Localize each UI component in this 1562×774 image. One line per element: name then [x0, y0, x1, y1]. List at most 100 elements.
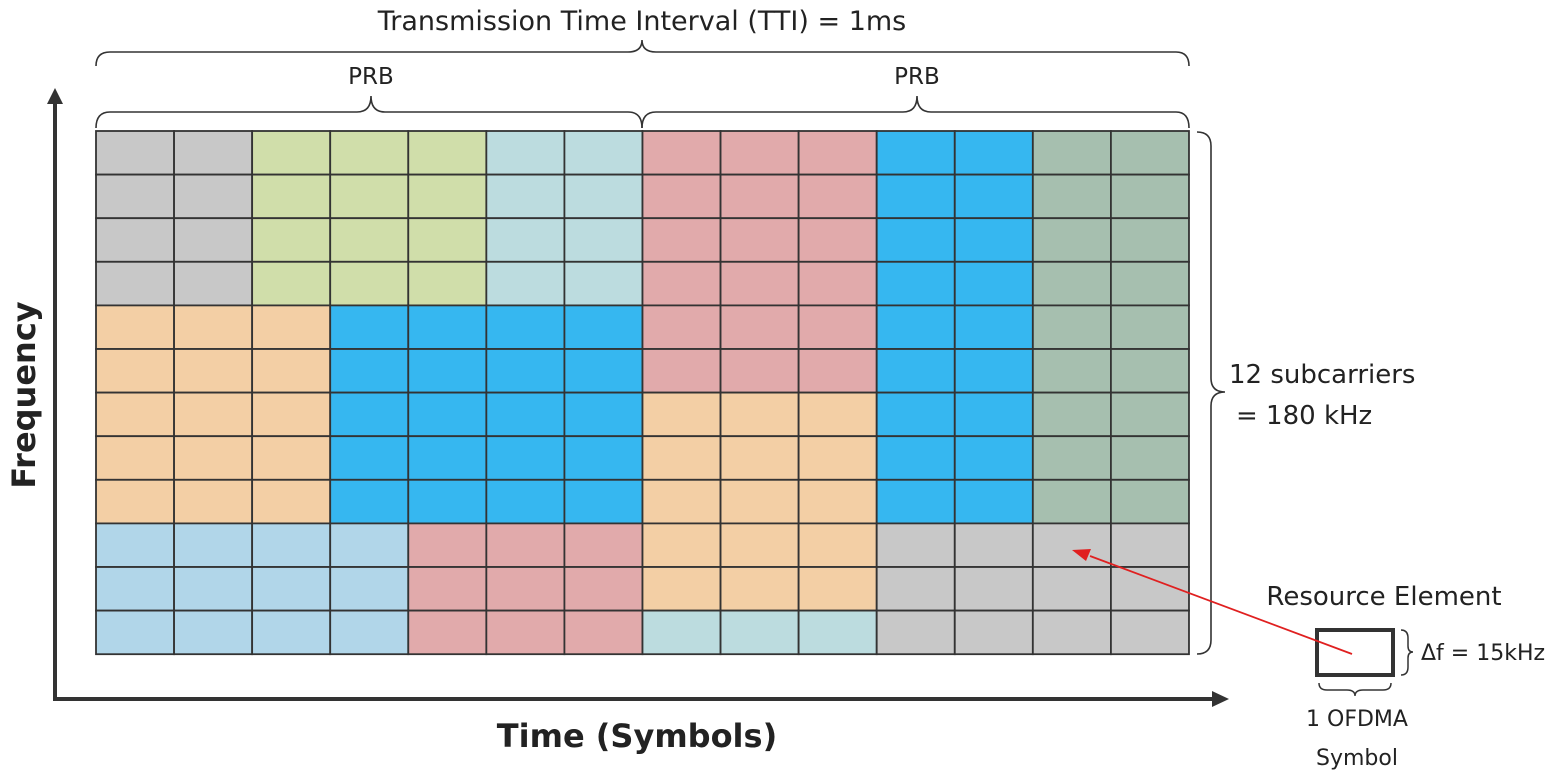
grid-cell-r9-c0: [95, 522, 175, 568]
grid-cell-r0-c2: [251, 130, 332, 176]
grid-cell-r3-c10: [875, 260, 956, 307]
grid-cell-r11-c3: [329, 609, 410, 656]
grid-cell-r1-c4: [407, 173, 488, 220]
resource-grid: [95, 130, 1190, 656]
grid-cell-r6-c3: [329, 391, 410, 438]
grid-cell-r4-c10: [875, 304, 956, 350]
grid-cell-r5-c8: [719, 348, 800, 394]
grid-cell-r3-c11: [953, 260, 1034, 307]
grid-cell-r2-c7: [641, 217, 722, 263]
grid-cell-r4-c3: [329, 304, 410, 350]
grid-cell-r9-c10: [875, 522, 956, 568]
grid-cell-r10-c12: [1031, 566, 1112, 612]
grid-cell-r4-c7: [641, 304, 722, 350]
ofdma-label-line1: 1 OFDMA: [1306, 707, 1408, 732]
grid-cell-r3-c8: [719, 260, 800, 307]
grid-cell-r6-c8: [719, 391, 800, 438]
grid-cell-r7-c1: [173, 435, 254, 481]
grid-cell-r6-c4: [407, 391, 488, 438]
grid-cell-r11-c13: [1110, 609, 1190, 656]
grid-cell-r7-c13: [1110, 435, 1190, 481]
grid-cell-r0-c10: [875, 130, 956, 176]
y-axis-arrowhead: [47, 88, 63, 104]
grid-cell-r4-c8: [719, 304, 800, 350]
grid-cell-r1-c3: [329, 173, 410, 220]
grid-cell-r8-c5: [485, 478, 566, 525]
pointer-arrow-line: [1089, 555, 1353, 655]
grid-cell-r4-c2: [251, 304, 332, 350]
grid-cell-r3-c13: [1110, 260, 1190, 307]
grid-cell-r0-c5: [485, 130, 566, 176]
grid-cell-r4-c0: [95, 304, 175, 350]
grid-cell-r8-c7: [641, 478, 722, 525]
grid-cell-r9-c11: [953, 522, 1034, 568]
grid-cell-r1-c6: [563, 173, 644, 220]
grid-cell-r11-c11: [953, 609, 1034, 656]
grid-cell-r8-c11: [953, 478, 1034, 525]
grid-cell-r10-c6: [563, 566, 644, 612]
grid-cell-r0-c11: [953, 130, 1034, 176]
grid-cell-r5-c7: [641, 348, 722, 394]
grid-cell-r8-c8: [719, 478, 800, 525]
grid-cell-r2-c10: [875, 217, 956, 263]
grid-cell-r3-c9: [797, 260, 878, 307]
grid-cell-r1-c9: [797, 173, 878, 220]
grid-cell-r2-c3: [329, 217, 410, 263]
grid-cell-r10-c10: [875, 566, 956, 612]
grid-cell-r0-c0: [95, 130, 175, 176]
grid-cell-r2-c13: [1110, 217, 1190, 263]
grid-cell-r5-c2: [251, 348, 332, 394]
grid-cell-r7-c8: [719, 435, 800, 481]
grid-cell-r3-c1: [173, 260, 254, 307]
prb-brace-right: [641, 95, 1190, 129]
grid-cell-r9-c1: [173, 522, 254, 568]
grid-cell-r3-c3: [329, 260, 410, 307]
grid-cell-r8-c2: [251, 478, 332, 525]
grid-cell-r2-c11: [953, 217, 1034, 263]
grid-cell-r3-c5: [485, 260, 566, 307]
grid-cell-r7-c10: [875, 435, 956, 481]
grid-cell-r10-c0: [95, 566, 175, 612]
grid-cell-r9-c12: [1031, 522, 1112, 568]
grid-cell-r11-c1: [173, 609, 254, 656]
grid-cell-r10-c2: [251, 566, 332, 612]
grid-cell-r0-c13: [1110, 130, 1190, 176]
grid-cell-r10-c3: [329, 566, 410, 612]
grid-cell-r7-c3: [329, 435, 410, 481]
grid-cell-r8-c13: [1110, 478, 1190, 525]
ofdma-label-line2: Symbol: [1316, 746, 1398, 771]
y-axis-label: Frequency: [5, 301, 43, 488]
delta-f-brace: [1400, 629, 1414, 676]
grid-cell-r5-c10: [875, 348, 956, 394]
grid-cell-r6-c5: [485, 391, 566, 438]
grid-cell-r5-c3: [329, 348, 410, 394]
grid-cell-r1-c13: [1110, 173, 1190, 220]
grid-cell-r0-c12: [1031, 130, 1112, 176]
grid-cell-r2-c1: [173, 217, 254, 263]
subcarriers-label-line2: = 180 kHz: [1236, 401, 1372, 431]
grid-cell-r8-c10: [875, 478, 956, 525]
grid-cell-r0-c1: [173, 130, 254, 176]
grid-cell-r3-c6: [563, 260, 644, 307]
grid-cell-r1-c5: [485, 173, 566, 220]
x-axis-arrowhead: [1212, 691, 1229, 707]
grid-cell-r10-c7: [641, 566, 722, 612]
grid-cell-r6-c0: [95, 391, 175, 438]
grid-cell-r7-c12: [1031, 435, 1112, 481]
grid-cell-r0-c4: [407, 130, 488, 176]
ofdma-symbol-brace: [1318, 682, 1392, 697]
tti-brace: [95, 39, 1190, 67]
grid-cell-r9-c8: [719, 522, 800, 568]
grid-cell-r6-c1: [173, 391, 254, 438]
grid-cell-r5-c9: [797, 348, 878, 394]
grid-cell-r6-c12: [1031, 391, 1112, 438]
grid-cell-r0-c9: [797, 130, 878, 176]
subcarriers-brace: [1196, 131, 1226, 655]
grid-cell-r7-c9: [797, 435, 878, 481]
grid-cell-r2-c0: [95, 217, 175, 263]
grid-cell-r9-c5: [485, 522, 566, 568]
grid-cell-r8-c12: [1031, 478, 1112, 525]
grid-cell-r1-c12: [1031, 173, 1112, 220]
grid-cell-r11-c12: [1031, 609, 1112, 656]
